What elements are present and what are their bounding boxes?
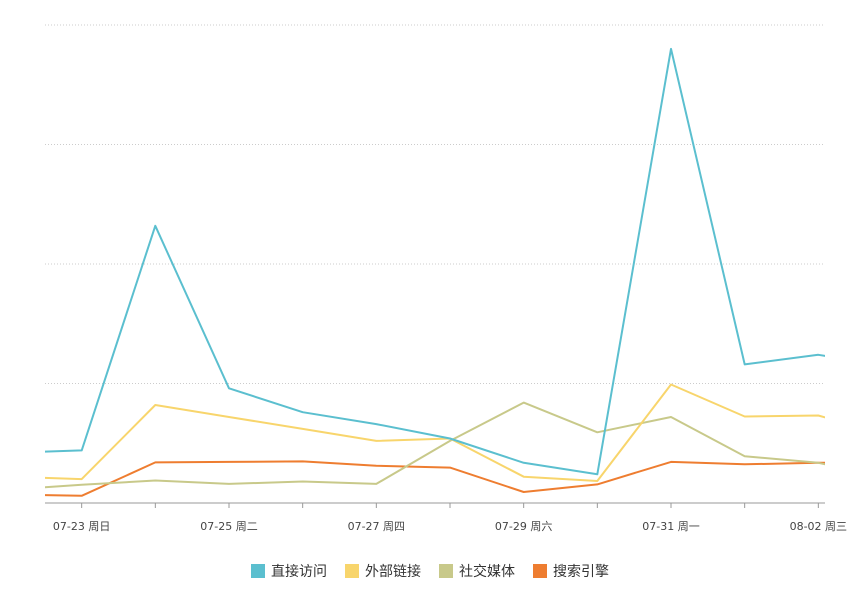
series-line-2 — [45, 401, 825, 489]
x-tick-label-1: 07-25 周二 — [200, 520, 257, 533]
x-tick-label-0: 07-23 周日 — [53, 520, 110, 533]
x-axis-ticks: 07-23 周日 07-25 周二 07-27 周四 07-29 周六 07-31 周一… — [53, 503, 847, 533]
legend-item-search[interactable]: 搜索引擎 — [533, 561, 609, 581]
chart-legend: 直接访问 外部链接 社交媒体 搜索引擎 — [0, 559, 860, 583]
series-line-3 — [45, 460, 825, 497]
legend-label-direct: 直接访问 — [271, 564, 327, 580]
series-lines — [45, 47, 825, 497]
legend-swatch-external — [345, 564, 359, 578]
legend-label-social: 社交媒体 — [459, 564, 515, 580]
legend-label-search: 搜索引擎 — [553, 564, 609, 580]
x-tick-label-5: 08-02 周三 — [790, 520, 847, 533]
x-tick-label-3: 07-29 周六 — [495, 520, 552, 533]
grid-lines — [45, 24, 825, 384]
legend-swatch-search — [533, 564, 547, 578]
legend-item-external[interactable]: 外部链接 — [345, 561, 421, 581]
legend-label-external: 外部链接 — [365, 564, 421, 580]
legend-swatch-direct — [251, 564, 265, 578]
legend-item-direct[interactable]: 直接访问 — [251, 561, 327, 581]
x-tick-label-2: 07-27 周四 — [348, 520, 405, 533]
legend-swatch-social — [439, 564, 453, 578]
series-line-0 — [45, 47, 825, 476]
x-tick-label-4: 07-31 周一 — [642, 520, 699, 533]
legend-item-social[interactable]: 社交媒体 — [439, 561, 515, 581]
